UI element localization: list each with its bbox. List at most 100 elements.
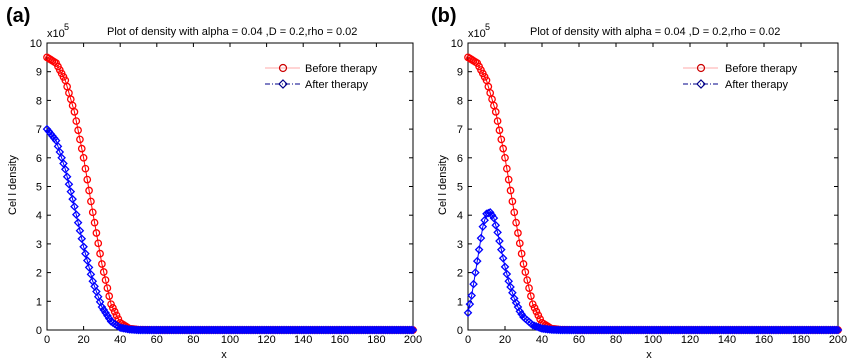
y-tick-label: 2 — [36, 268, 42, 280]
data-point — [503, 164, 511, 173]
data-point — [68, 194, 77, 204]
chart-title: Plot of density with alpha = 0.04 ,D = 0… — [530, 26, 780, 38]
y-tick-label: 7 — [36, 124, 42, 136]
data-point — [521, 268, 530, 276]
x-tick-label: 140 — [718, 334, 736, 346]
data-point — [99, 305, 109, 315]
x-tick-label: 20 — [499, 334, 511, 346]
x-axis-label: x — [646, 349, 652, 360]
data-point — [528, 300, 537, 309]
legend-marker-before — [278, 63, 288, 73]
data-point — [515, 239, 524, 248]
data-point — [70, 202, 79, 211]
y-tick-label: 1 — [457, 296, 463, 308]
data-point — [94, 239, 103, 248]
data-point — [88, 208, 97, 217]
data-point — [472, 256, 482, 266]
y-tick-label: 10 — [30, 38, 42, 50]
data-point — [478, 222, 488, 231]
legend-marker-before — [696, 63, 706, 73]
data-point — [497, 135, 506, 144]
data-point — [495, 126, 504, 135]
legend-marker-after — [696, 79, 706, 89]
data-point — [60, 164, 70, 174]
panel-label: (b) — [431, 5, 457, 27]
data-point — [833, 325, 843, 335]
y-tick-label: 3 — [36, 239, 42, 251]
data-point — [103, 311, 112, 320]
x-tick-label: 80 — [610, 334, 622, 346]
chart-title: Plot of density with alpha = 0.04 ,D = 0… — [107, 26, 357, 38]
panel-label: (a) — [6, 5, 30, 27]
series-before-therapy — [464, 53, 842, 334]
legend-label-after: After therapy — [725, 79, 788, 91]
legend: Before therapy After therapy — [683, 63, 798, 91]
y-multiplier: x10 5 — [468, 22, 490, 40]
x-tick-label: 180 — [792, 334, 810, 346]
data-point — [98, 260, 106, 268]
data-point — [105, 292, 114, 300]
data-point — [527, 292, 535, 300]
data-point — [536, 315, 545, 323]
data-point — [482, 209, 491, 219]
legend: Before therapy After therapy — [265, 63, 378, 91]
y-axis-label: Cel l density — [7, 155, 19, 215]
data-point — [77, 144, 86, 153]
data-point — [463, 308, 473, 318]
y-tick-label: 2 — [457, 268, 463, 280]
data-point — [75, 226, 85, 236]
data-point — [487, 210, 497, 220]
x-tick-label: 180 — [367, 334, 385, 346]
data-point — [74, 126, 82, 135]
y-tick-label: 5 — [36, 182, 42, 194]
series-line — [46, 56, 413, 331]
legend-label-after: After therapy — [305, 79, 368, 91]
data-point — [514, 229, 522, 237]
data-point — [467, 291, 477, 300]
data-point — [491, 220, 501, 230]
data-point — [530, 304, 539, 312]
data-point — [103, 284, 112, 292]
data-point — [517, 249, 526, 258]
y-tick-label: 6 — [457, 153, 463, 165]
data-point — [534, 311, 543, 320]
data-point — [831, 325, 841, 335]
series-after-therapy — [463, 208, 843, 335]
data-point — [62, 172, 72, 182]
data-point — [101, 308, 110, 318]
data-point — [406, 325, 416, 335]
data-point — [476, 233, 486, 243]
y-tick-label: 6 — [36, 153, 42, 165]
data-point — [112, 311, 121, 320]
y-multiplier-exponent: 5 — [485, 22, 490, 32]
data-point — [493, 117, 502, 125]
x-tick-label: 80 — [187, 334, 199, 346]
y-multiplier-base: x10 — [47, 28, 65, 40]
data-point — [502, 269, 512, 279]
x-tick-label: 140 — [294, 334, 312, 346]
plot-area: 0 20 40 60 80 100 120 140 160 180 200 0 1 2 3 4 5 6 7 8 9 10 — [451, 38, 847, 346]
data-point — [519, 260, 528, 268]
data-point — [64, 179, 74, 189]
y-multiplier: x10 5 — [47, 22, 69, 40]
data-point — [506, 186, 515, 195]
data-point — [109, 304, 117, 312]
data-point — [480, 215, 489, 225]
data-point — [504, 175, 513, 184]
data-point — [495, 236, 504, 246]
legend-label-before: Before therapy — [305, 63, 378, 75]
data-point — [84, 263, 94, 272]
data-point — [86, 270, 96, 279]
legend-marker-after — [278, 79, 288, 89]
series-after-therapy — [42, 124, 418, 335]
data-point — [491, 108, 500, 116]
y-tick-label: 9 — [457, 67, 463, 79]
y-tick-label: 8 — [457, 95, 463, 107]
data-point — [501, 153, 509, 162]
legend-label-before: Before therapy — [725, 63, 798, 75]
data-point — [81, 164, 90, 173]
data-point — [515, 307, 525, 316]
x-tick-label: 40 — [536, 334, 548, 346]
data-point — [500, 262, 510, 272]
chart-panel-b: 0 20 40 60 80 100 120 140 160 180 200 0 1 2 3 4 5 6 7 8 9 10 … — [425, 0, 850, 360]
